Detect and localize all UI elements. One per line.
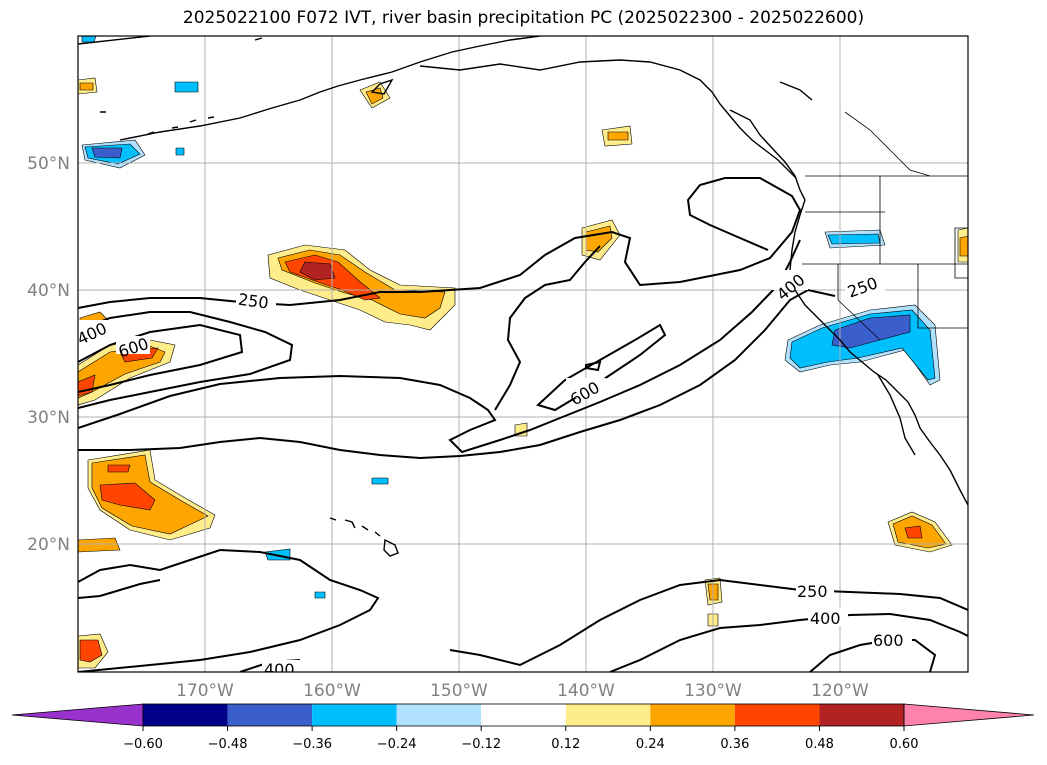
colorbar-tick-label: 0.60	[890, 737, 919, 752]
colorbar-frame	[142, 703, 905, 727]
lon-label: 170°W	[176, 681, 234, 701]
positive-anomaly-blob	[959, 235, 968, 257]
lon-label: 140°W	[557, 681, 615, 701]
lon-label: 150°W	[430, 681, 488, 701]
colorbar: −0.60 −0.48 −0.36 −0.24 −0.12 0.12 0.24 0.36 0.4…	[11, 703, 1035, 752]
colorbar-tick-label: 0.36	[720, 737, 749, 752]
lon-label: 130°W	[684, 681, 742, 701]
ivt-contour-250	[449, 578, 968, 667]
coastlines	[78, 36, 968, 557]
alaska-coastline	[370, 59, 797, 179]
ivt-contour-250	[78, 548, 380, 672]
contour-label: 600	[873, 631, 904, 650]
negative-anomaly-blob	[174, 81, 199, 93]
positive-anomaly-blob	[79, 639, 103, 663]
alaska-coastline	[78, 36, 541, 141]
colorbar-segment	[227, 704, 313, 726]
lat-label: 40°N	[27, 281, 70, 301]
ivt-contour-250	[78, 579, 161, 599]
ivt-contours	[78, 177, 968, 672]
positive-anomaly-blob	[99, 482, 156, 511]
colorbar-tick-label: 0.48	[805, 737, 834, 752]
colorbar-segment	[396, 704, 482, 726]
ivt-contour-250	[78, 177, 802, 309]
contour-label: 400	[810, 609, 841, 628]
lat-label: 50°N	[27, 154, 70, 174]
colorbar-segment	[650, 704, 735, 726]
map-title: 2025022100 F072 IVT, river basin precipi…	[182, 8, 865, 28]
negative-anomaly-blob	[827, 233, 881, 245]
contour-label: 250	[797, 582, 828, 601]
colorbar-segment	[819, 704, 904, 726]
negative-anomaly-blob	[314, 591, 326, 599]
graticule	[78, 36, 968, 672]
colorbar-segment	[143, 704, 228, 726]
positive-anomaly-blob	[607, 131, 629, 141]
contour-label: 400	[264, 660, 295, 679]
political-borders	[802, 111, 968, 341]
ivt-contour-250	[78, 288, 836, 460]
colorbar-tick-label: −0.36	[292, 737, 332, 752]
negative-anomaly-blob	[91, 147, 123, 159]
negative-anomaly-blob	[371, 477, 389, 485]
positive-anomaly-blob	[299, 261, 336, 281]
positive-anomaly-blob	[78, 537, 121, 553]
colorbar-segment	[481, 704, 566, 726]
positive-anomaly-blob	[79, 82, 94, 91]
lon-label: 160°W	[303, 681, 361, 701]
ivt-contour-400	[78, 239, 801, 454]
lat-label: 20°N	[27, 535, 70, 555]
colorbar-tick-label: −0.24	[377, 737, 417, 752]
colorbar-tick-label: −0.48	[208, 737, 248, 752]
colorbar-segment	[312, 704, 397, 726]
ivt-contour-400	[609, 612, 968, 672]
contour-label: 250	[237, 290, 270, 313]
colorbar-extend-max	[903, 703, 1035, 727]
lon-label: 120°W	[811, 681, 869, 701]
aleutian-islands	[100, 37, 263, 135]
negative-anomaly-blob	[175, 147, 185, 156]
longitude-labels: 170°W 160°W 150°W 140°W 130°W 120°W	[176, 681, 869, 701]
negative-anomaly-blob	[81, 36, 97, 43]
lat-label: 30°N	[27, 408, 70, 428]
map-frame	[77, 35, 969, 673]
positive-anomaly-blob	[107, 464, 131, 473]
positive-anomaly-blob	[91, 454, 209, 535]
colorbar-segment	[734, 704, 820, 726]
ivt-contour-400	[494, 245, 601, 411]
shading-layer	[78, 36, 968, 669]
bc-coastline	[729, 81, 813, 201]
hawaii-islands	[329, 517, 399, 557]
positive-anomaly-blob	[904, 525, 923, 539]
colorbar-tick-label: −0.12	[461, 737, 501, 752]
colorbar-tick-label: 0.12	[551, 737, 580, 752]
colorbar-tick-label: 0.24	[636, 737, 665, 752]
baja-coastline	[877, 374, 916, 456]
ivt-contour-400	[78, 311, 294, 409]
colorbar-tick-label: −0.60	[123, 737, 163, 752]
ivt-contour-600	[585, 360, 602, 372]
colorbar-segment	[565, 704, 651, 726]
latitude-labels: 50°N 40°N 30°N 20°N	[27, 154, 70, 555]
ivt-contour-600	[536, 323, 667, 412]
colorbar-extend-min	[11, 703, 144, 727]
west-coast-coastline	[789, 199, 968, 506]
